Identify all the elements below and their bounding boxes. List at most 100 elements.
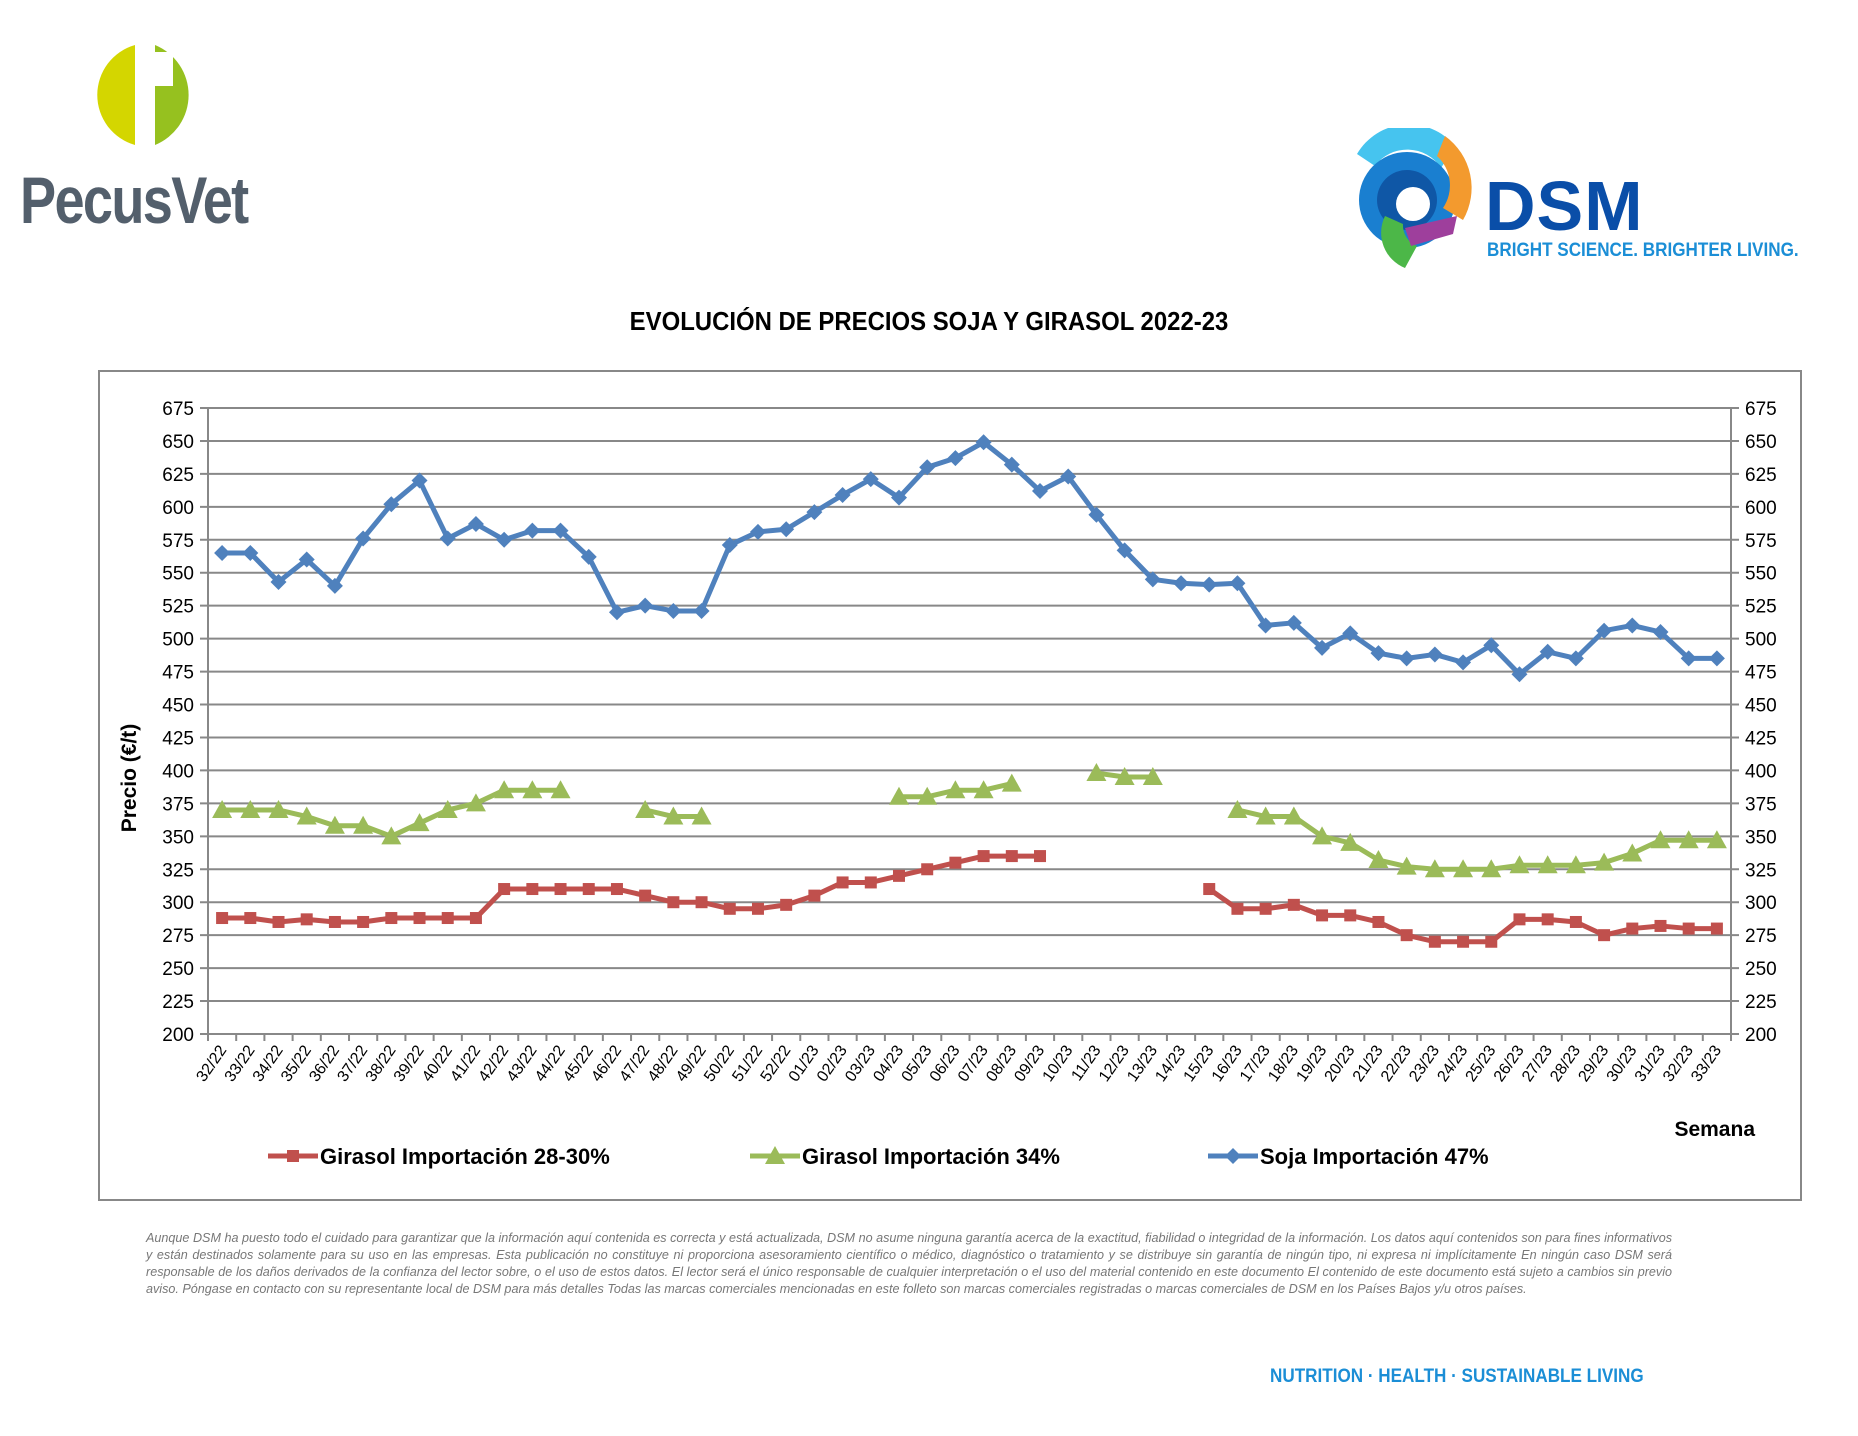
data-point — [1708, 650, 1725, 667]
disclaimer-text: Aunque DSM ha puesto todo el cuidado par… — [146, 1231, 1672, 1296]
data-point — [1368, 850, 1389, 869]
data-point — [695, 896, 708, 909]
data-point — [1624, 617, 1641, 634]
y-tick-label-left: 400 — [162, 761, 194, 782]
y-tick-label-left: 525 — [162, 597, 194, 618]
data-point — [749, 523, 766, 540]
data-point — [1567, 650, 1584, 667]
y-tick-label-right: 550 — [1745, 564, 1777, 585]
data-point — [441, 912, 454, 925]
data-point — [1682, 922, 1695, 935]
data-point — [1509, 855, 1530, 874]
y-tick-label-right: 450 — [1745, 696, 1777, 717]
legend-marker — [765, 1146, 785, 1164]
y-tick-label-left: 625 — [162, 465, 194, 486]
data-point — [355, 530, 372, 547]
data-point — [1652, 624, 1669, 641]
data-point — [608, 604, 625, 621]
data-point — [977, 850, 990, 863]
data-point — [1453, 859, 1474, 878]
data-point — [947, 450, 964, 467]
x-axis-title: Semana — [1674, 1118, 1755, 1141]
data-point — [751, 902, 764, 915]
data-point — [1173, 575, 1190, 592]
data-point — [1513, 913, 1526, 926]
data-point — [494, 780, 515, 799]
data-point — [1316, 909, 1329, 922]
data-point — [1372, 915, 1385, 928]
data-point — [270, 573, 287, 590]
data-point — [385, 912, 398, 925]
data-point — [1314, 639, 1331, 656]
data-point — [919, 459, 936, 476]
y-axis-title: Precio (€/t) — [118, 724, 141, 833]
y-tick-label-right: 275 — [1745, 926, 1777, 947]
chart-title: EVOLUCIÓN DE PRECIOS SOJA Y GIRASOL 2022… — [629, 306, 1229, 336]
data-point — [469, 912, 482, 925]
y-tick-label-right: 400 — [1745, 761, 1777, 782]
data-point — [439, 530, 456, 547]
data-point — [1428, 935, 1441, 948]
data-point — [949, 856, 962, 869]
gridlines — [200, 407, 1739, 1035]
data-point — [1396, 856, 1417, 875]
data-point — [888, 786, 909, 805]
data-point — [1457, 935, 1470, 948]
dsm-logo: DSM BRIGHT SCIENCE. BRIGHTER LIVING. — [1345, 128, 1815, 278]
data-point — [413, 912, 426, 925]
data-point — [1483, 637, 1500, 654]
y-tick-label-left: 225 — [162, 992, 194, 1013]
series-layer — [212, 434, 1727, 948]
data-point — [973, 780, 994, 799]
data-point — [1370, 645, 1387, 662]
y-tick-label-left: 300 — [162, 893, 194, 914]
data-point — [212, 799, 233, 818]
y-tick-label-left: 650 — [162, 432, 194, 453]
data-point — [834, 486, 851, 503]
data-point — [1541, 913, 1554, 926]
x-tick-label: 10/23 — [1040, 1042, 1077, 1085]
data-point — [945, 780, 966, 799]
data-point — [353, 815, 374, 834]
data-point — [806, 504, 823, 521]
y-tick-label-right: 200 — [1745, 1025, 1777, 1046]
y-tick-label-left: 500 — [162, 630, 194, 651]
data-point — [526, 883, 539, 896]
y-tick-label-left: 575 — [162, 531, 194, 552]
data-point — [975, 434, 992, 451]
y-tick-label-right: 650 — [1745, 432, 1777, 453]
data-point — [1003, 456, 1020, 473]
data-point — [328, 915, 341, 928]
axes: 200 200 225 225 250 250 275 275 300 300 325 325 350 3… — [162, 399, 1776, 1085]
data-point — [411, 472, 428, 489]
data-point — [1032, 483, 1049, 500]
data-point — [300, 913, 313, 926]
data-point — [357, 915, 370, 928]
data-point — [1455, 654, 1472, 671]
y-tick-label-right: 600 — [1745, 498, 1777, 519]
series-line — [222, 853, 1041, 925]
data-point — [921, 863, 934, 876]
data-point — [723, 902, 736, 915]
y-tick-label-left: 350 — [162, 827, 194, 848]
y-tick-label-right: 625 — [1745, 465, 1777, 486]
data-point — [1086, 763, 1107, 782]
y-tick-label-right: 375 — [1745, 794, 1777, 815]
data-point — [721, 537, 738, 554]
data-point — [1706, 830, 1727, 849]
data-point — [1344, 909, 1357, 922]
y-tick-label-left: 675 — [162, 399, 194, 420]
data-point — [639, 889, 652, 902]
data-point — [917, 786, 938, 805]
y-tick-label-right: 425 — [1745, 728, 1777, 749]
data-point — [663, 806, 684, 825]
data-point — [1005, 850, 1018, 863]
data-point — [1654, 919, 1667, 932]
data-point — [1680, 650, 1697, 667]
data-point — [1622, 843, 1643, 862]
series-triangle — [212, 763, 1727, 878]
data-point — [836, 876, 849, 889]
data-point — [1142, 767, 1163, 786]
data-point — [1259, 902, 1272, 915]
data-point — [1283, 806, 1304, 825]
